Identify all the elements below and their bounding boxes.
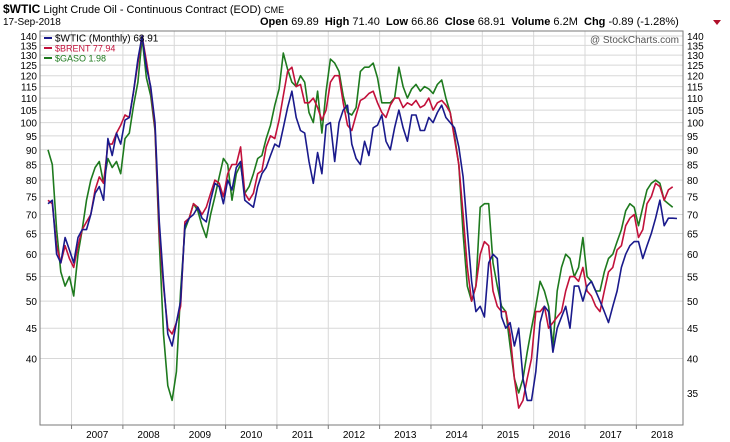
plot-frame [39,30,684,426]
open-label: Open [260,16,289,28]
x-tick-label: 2015 [497,430,520,441]
chart-date: 17-Sep-2018 [3,17,61,28]
legend-label: $GASO 1.98 [55,54,106,64]
y-tick-label-right: 100 [687,119,704,130]
chart-symbol: $WTIC [3,2,41,16]
y-tick-label-left: 50 [26,297,38,308]
y-tick-label-right: 35 [687,389,699,400]
series-lines [47,35,678,409]
x-tick-label: 2008 [137,430,160,441]
x-tick-label: 2009 [189,430,212,441]
chart-description: Light Crude Oil - Continuous Contract (E… [43,4,262,16]
y-tick-label-right: 90 [687,146,699,157]
series-line-2 [47,36,674,402]
y-tick-label-left: 120 [20,72,37,83]
y-tick-label-right: 105 [687,106,704,117]
x-tick-label: 2014 [446,430,469,441]
legend-label: $BRENT 77.94 [55,44,115,54]
x-tick-label: 2007 [86,430,109,441]
x-tick-label: 2013 [394,430,417,441]
x-tick-label: 2018 [651,430,674,441]
series-line-1 [47,35,674,409]
y-tick-label-right: 65 [687,230,699,241]
y-tick-label-left: 105 [20,106,37,117]
high-label: High [324,16,350,28]
chg-value: -0.89 (-1.28%) [608,16,679,28]
volume-value: 6.2M [553,16,578,28]
chart-title-row: $WTIC Light Crude Oil - Continuous Contr… [3,2,284,16]
chart-exchange: CME [264,5,285,15]
y-tick-label-right: 120 [687,72,704,83]
down-arrow-icon [713,20,721,25]
y-tick-label-right: 130 [687,51,704,62]
legend: $WTIC (Monthly) 68.91$BRENT 77.94$GASO 1… [44,34,159,64]
y-tick-label-right: 85 [687,160,699,171]
close-value: 68.91 [477,16,506,28]
x-tick-label: 2016 [548,430,571,441]
y-tick-label-right: 60 [687,250,699,261]
y-tick-label-left: 45 [26,324,38,335]
y-tick-label-left: 75 [26,193,38,204]
x-tick-label: 2010 [240,430,263,441]
y-tick-label-left: 65 [26,230,38,241]
y-tick-label-left: 85 [26,160,38,171]
y-tick-label-left: 80 [26,176,38,187]
y-tick-label-left: 90 [26,146,38,157]
y-tick-label-right: 140 [687,32,704,43]
x-tick-label: 2017 [600,430,623,441]
y-tick-label-left: 130 [20,51,37,62]
y-tick-label-left: 55 [26,273,38,284]
y-tick-label-left: 140 [20,32,37,43]
low-value: 66.86 [411,16,439,28]
chg-label: Chg [584,16,606,28]
watermark: @ StockCharts.com [590,35,679,46]
series-line-0 [47,35,678,402]
y-tick-label-right: 95 [687,132,699,143]
y-tick-label-right: 70 [687,210,699,221]
y-tick-label-left: 95 [26,132,38,143]
high-value: 71.40 [352,16,380,28]
y-tick-label-left: 110 [21,94,37,105]
y-tick-label-right: 75 [687,193,699,204]
y-tick-label-right: 125 [687,61,704,72]
y-tick-label-left: 70 [26,210,38,221]
low-label: Low [386,16,409,28]
y-tick-label-left: 60 [26,250,38,261]
legend-label: $WTIC (Monthly) 68.91 [55,34,159,45]
y-tick-label-right: 40 [687,355,699,366]
y-tick-label-right: 80 [687,176,699,187]
y-tick-label-left: 135 [20,41,37,52]
y-tick-label-left: 100 [20,119,37,130]
open-value: 69.89 [291,16,319,28]
axis-labels: 1401351301251201151101051009590858075706… [20,32,704,441]
y-tick-label-left: 125 [20,61,37,72]
x-tick-label: 2011 [292,430,314,441]
y-tick-label-right: 55 [687,273,699,284]
y-tick-label-right: 50 [687,297,699,308]
y-tick-label-right: 135 [687,41,704,52]
y-tick-label-right: 115 [687,83,703,94]
y-tick-label-right: 110 [687,94,703,105]
close-label: Close [444,16,475,28]
x-tick-label: 2012 [343,430,366,441]
y-tick-label-right: 45 [687,324,699,335]
volume-label: Volume [511,16,551,28]
y-tick-label-left: 40 [26,355,38,366]
y-tick-label-left: 115 [21,83,37,94]
ohlc-stats: Open 69.89 High 71.40 Low 66.86 Close 68… [260,16,679,28]
